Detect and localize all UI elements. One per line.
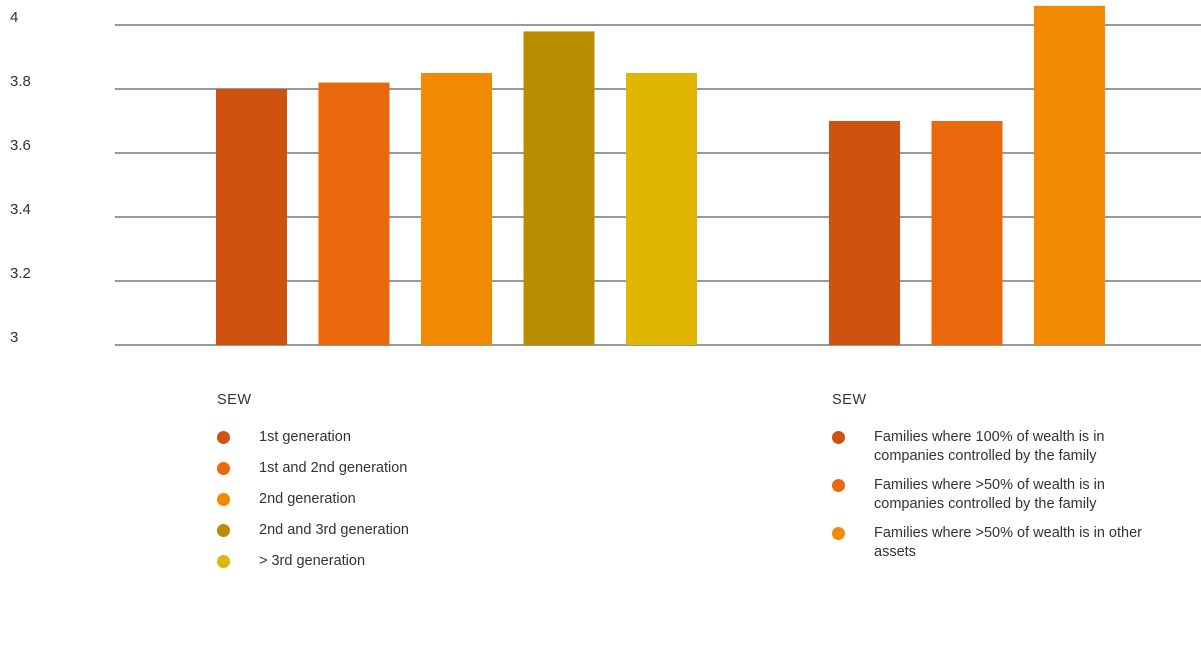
group-label: SEW bbox=[832, 392, 867, 408]
legend-item: Families where 100% of wealth is in comp… bbox=[832, 428, 1152, 466]
legend-group-1: SEW 1st generation 1st and 2nd generation… bbox=[217, 392, 409, 583]
legend-dot-icon bbox=[832, 479, 845, 492]
legend-label: 1st generation bbox=[259, 429, 351, 445]
group-label: SEW bbox=[217, 392, 252, 408]
legend-list: 1st generation 1st and 2nd generation 2nd … bbox=[217, 428, 409, 571]
bar bbox=[318, 82, 390, 345]
legend-label: Families where >50% of wealth is in othe… bbox=[874, 525, 1142, 560]
legend-list: Families where 100% of wealth is in comp… bbox=[832, 428, 1152, 562]
legend-dot-icon bbox=[217, 431, 230, 444]
bar bbox=[216, 89, 287, 345]
legend-dot-icon bbox=[217, 524, 230, 537]
legend-item: Families where >50% of wealth is in comp… bbox=[832, 476, 1152, 514]
legend-dot-icon bbox=[217, 555, 230, 568]
bars bbox=[216, 5, 1105, 346]
legend-label: 2nd and 3rd generation bbox=[259, 522, 409, 538]
y-tick-label: 4 bbox=[10, 9, 18, 26]
bar-chart: 3 3.2 3.4 3.6 3.8 4 bbox=[10, 5, 1201, 346]
legend-item: > 3rd generation bbox=[217, 552, 409, 571]
legend-group-2: SEW Families where 100% of wealth is in … bbox=[832, 392, 1152, 572]
y-axis-ticks: 3 3.2 3.4 3.6 3.8 4 bbox=[10, 9, 31, 346]
y-tick-label: 3 bbox=[10, 329, 18, 346]
bar bbox=[523, 31, 595, 346]
bar bbox=[931, 121, 1003, 345]
legend-label: Families where 100% of wealth is in comp… bbox=[874, 429, 1105, 464]
y-tick-label: 3.4 bbox=[10, 201, 31, 218]
legend-item: Families where >50% of wealth is in othe… bbox=[832, 524, 1152, 562]
legend-label: Families where >50% of wealth is in comp… bbox=[874, 477, 1105, 512]
bar bbox=[829, 121, 900, 345]
y-tick-label: 3.6 bbox=[10, 137, 31, 154]
legend-dot-icon bbox=[832, 431, 845, 444]
legend-dot-icon bbox=[217, 493, 230, 506]
legend-label: > 3rd generation bbox=[259, 553, 366, 569]
legend-label: 1st and 2nd generation bbox=[259, 460, 408, 476]
legend-item: 2nd generation bbox=[217, 490, 409, 509]
bar bbox=[1034, 5, 1105, 346]
bar bbox=[626, 73, 697, 345]
legend-dot-icon bbox=[832, 527, 845, 540]
y-tick-label: 3.8 bbox=[10, 73, 31, 90]
legend-dot-icon bbox=[217, 462, 230, 475]
legend-item: 1st and 2nd generation bbox=[217, 459, 409, 478]
y-tick-label: 3.2 bbox=[10, 265, 31, 282]
legend-item: 1st generation bbox=[217, 428, 409, 447]
bar bbox=[421, 73, 492, 345]
legend-label: 2nd generation bbox=[259, 491, 356, 507]
legend-item: 2nd and 3rd generation bbox=[217, 521, 409, 540]
